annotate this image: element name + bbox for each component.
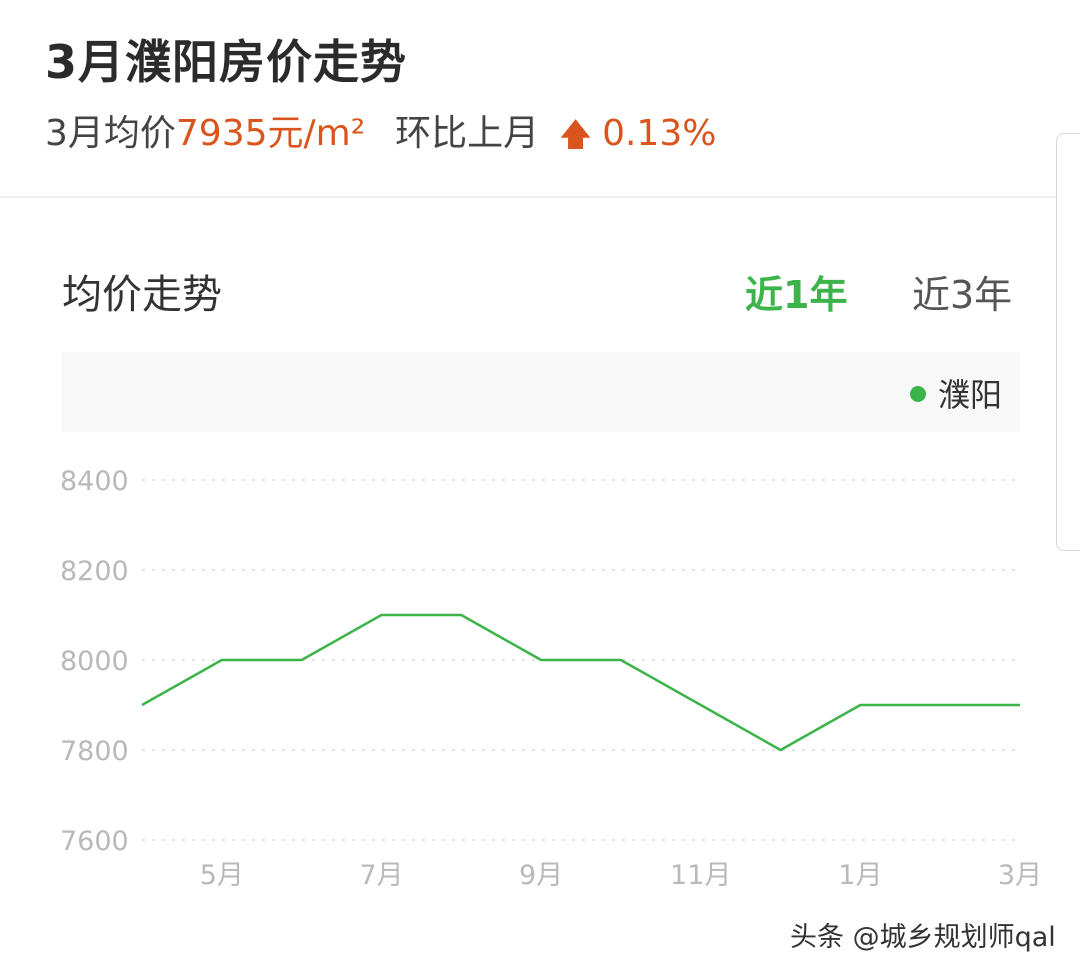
x-tick-label: 3月 xyxy=(998,860,1042,891)
section-title: 均价走势 xyxy=(62,272,222,318)
tab-3-years[interactable]: 近3年 xyxy=(912,273,1013,317)
arrow-up-icon: 🡅 xyxy=(559,115,593,153)
y-tick-label: 8000 xyxy=(60,646,129,677)
x-tick-label: 9月 xyxy=(519,860,563,891)
page-title: 3月濮阳房价走势 xyxy=(45,35,408,89)
price-trend-chart: 8400 8200 8000 7800 7600 5月 7月 9月 11月 1月 3月 xyxy=(60,466,1042,891)
side-panel-handle[interactable] xyxy=(1056,133,1080,551)
price-summary: 3月均价7935元/m² 环比上月 🡅 0.13% xyxy=(45,104,716,166)
x-tick-label: 11月 xyxy=(670,860,731,891)
x-tick-label: 1月 xyxy=(838,860,882,891)
x-tick-label: 7月 xyxy=(359,860,403,891)
watermark: 头条 @城乡规划师qal xyxy=(790,922,1056,953)
avg-price-value: 7935元/m² xyxy=(175,113,366,154)
y-tick-label: 8400 xyxy=(60,466,129,497)
mom-label: 环比上月 xyxy=(395,113,540,154)
legend-label: 濮阳 xyxy=(937,376,1002,414)
avg-price-label: 3月均价 xyxy=(45,113,176,154)
mom-change-value: 0.13% xyxy=(602,113,717,154)
chart-legend: 濮阳 xyxy=(62,352,1020,432)
x-tick-label: 5月 xyxy=(200,860,244,891)
legend-item[interactable]: 濮阳 xyxy=(909,370,1002,416)
divider xyxy=(0,196,1080,198)
series-line xyxy=(141,613,1020,752)
y-tick-label: 8200 xyxy=(60,556,129,587)
y-tick-label: 7600 xyxy=(60,826,129,857)
y-tick-label: 7800 xyxy=(60,736,129,767)
legend-dot-icon xyxy=(909,386,926,402)
tab-1-year[interactable]: 近1年 xyxy=(745,273,848,317)
